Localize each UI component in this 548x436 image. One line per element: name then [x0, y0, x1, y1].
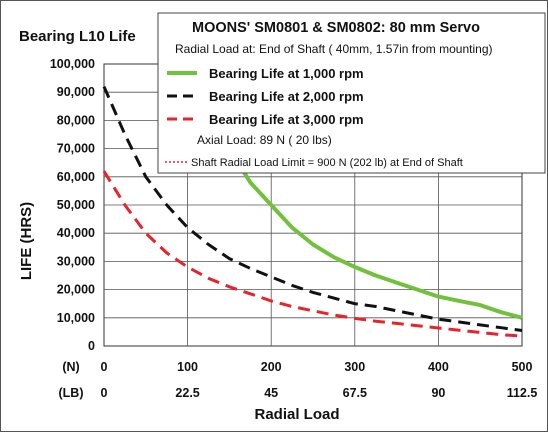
chart-title: Bearing L10 Life: [19, 28, 136, 45]
x-tick-label-n-4: 400: [428, 360, 449, 374]
y-tick-label-10: 100,000: [50, 57, 95, 71]
x-tick-label-n-1: 100: [177, 360, 198, 374]
y-tick-label-1: 10,000: [57, 311, 95, 325]
legend: MOONS' SM0801 & SM0802: 80 mm Servo Radi…: [157, 12, 546, 174]
y-tick-label-7: 70,000: [57, 142, 95, 156]
x-tick-label-lb-0: 0: [101, 386, 108, 400]
legend-radial-note: Radial Load at: End of Shaft ( 40mm, 1.5…: [175, 42, 493, 56]
series-layer: [102, 86, 523, 338]
y-tick-label-9: 90,000: [57, 85, 95, 99]
legend-entry-3000rpm: Bearing Life at 3,000 rpm: [209, 112, 364, 127]
y-tick-label-8: 80,000: [57, 113, 95, 127]
y-tick-label-3: 30,000: [57, 254, 95, 268]
x-tick-label-lb-3: 67.5: [343, 386, 367, 400]
x-unit-lb-label: (LB): [59, 386, 84, 400]
legend-axial-note: Axial Load: 89 N ( 20 lbs): [197, 133, 332, 147]
legend-entry-1000rpm: Bearing Life at 1,000 rpm: [209, 66, 364, 81]
x-tick-label-n-5: 500: [512, 360, 533, 374]
y-tick-label-4: 40,000: [57, 226, 95, 240]
y-axis-label: LIFE (HRS): [18, 202, 35, 280]
legend-box: [157, 12, 546, 174]
x-tick-label-n-0: 0: [101, 360, 108, 374]
x-tick-label-lb-4: 90: [431, 386, 445, 400]
series-line-0: [227, 147, 523, 320]
x-tick-label-lb-2: 45: [264, 386, 278, 400]
legend-title: MOONS' SM0801 & SM0802: 80 mm Servo: [192, 20, 480, 36]
x-axis-label: Radial Load: [254, 406, 339, 423]
legend-limit-label: Shaft Radial Load Limit = 900 N (202 lb)…: [191, 157, 463, 169]
y-tick-labels: 0 10,000 20,000 30,000 40,000 50,000 60,000 70,…: [50, 57, 95, 353]
y-tick-label-2: 20,000: [57, 283, 95, 297]
y-tick-label-5: 50,000: [57, 198, 95, 212]
x-unit-n-label: (N): [62, 360, 79, 374]
series-line-1: [102, 86, 523, 332]
series-line-2: [102, 170, 523, 338]
x-tick-label-lb-1: 22.5: [175, 386, 199, 400]
y-tick-label-0: 0: [88, 339, 95, 353]
x-tick-label-lb-5: 112.5: [507, 386, 538, 400]
x-tick-label-n-3: 300: [344, 360, 365, 374]
y-tick-label-6: 60,000: [57, 170, 95, 184]
legend-entry-2000rpm: Bearing Life at 2,000 rpm: [209, 89, 364, 104]
x-tick-label-n-2: 200: [261, 360, 282, 374]
x-tick-labels: 0 0 100 22.5 200 45 300 67.5 400 90 500 112.5: [101, 360, 538, 400]
